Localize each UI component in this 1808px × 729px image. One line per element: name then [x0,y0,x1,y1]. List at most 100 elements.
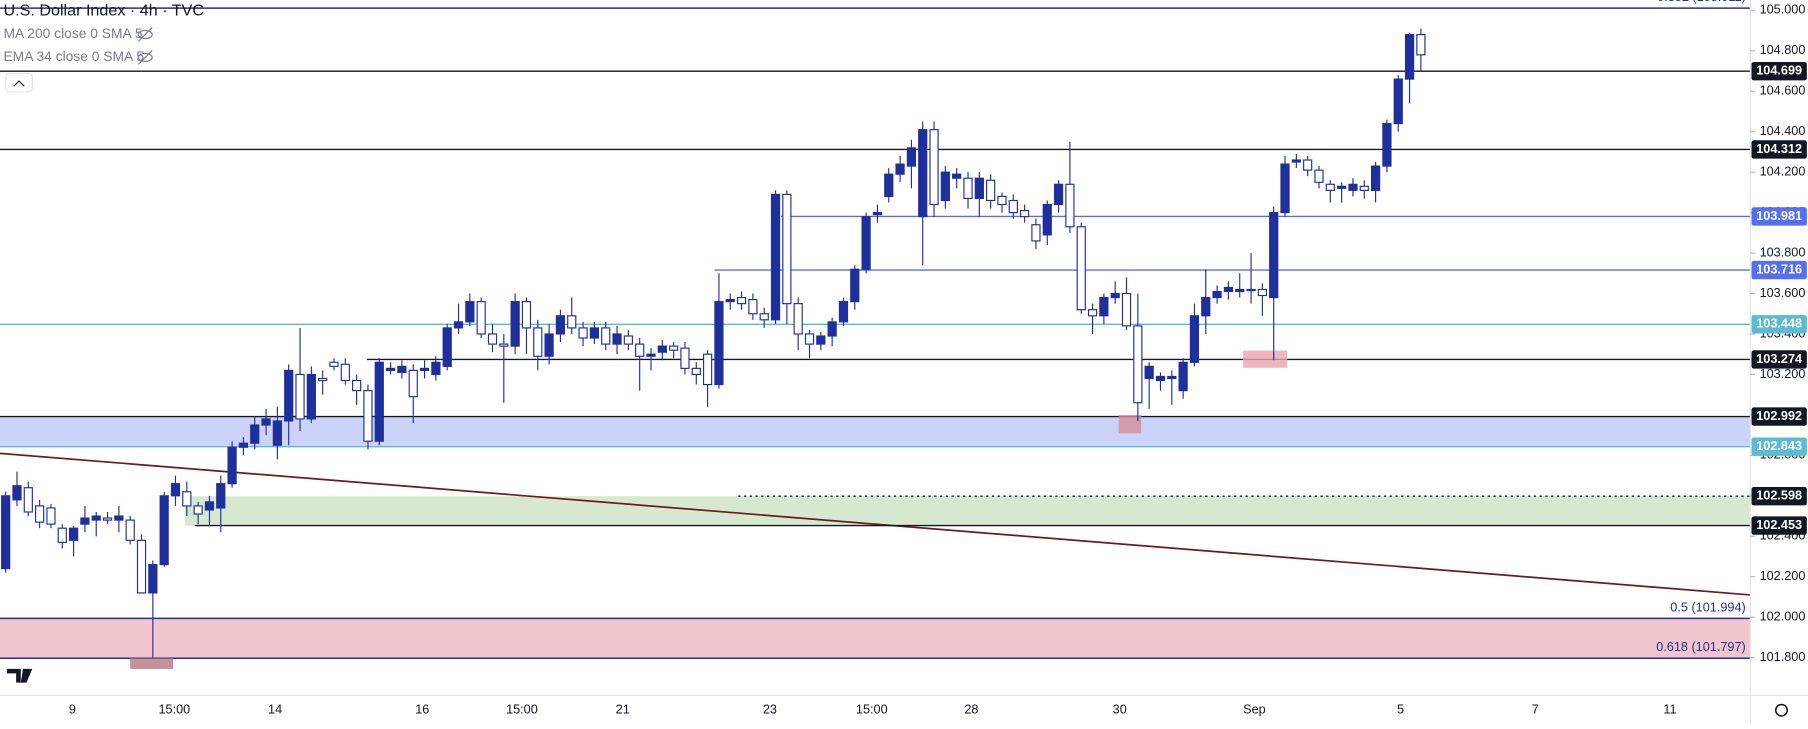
candle-body [974,177,984,200]
candle-body [612,333,622,345]
level-label-box [1751,407,1807,426]
candle-body [193,505,203,515]
candle-body [986,179,996,202]
candle-body [1020,210,1030,218]
candle-body [635,343,645,357]
level-label-box [1751,315,1807,334]
candle-body [680,347,690,369]
candle-body [487,333,498,345]
x-tick-label: 15:00 [158,703,190,717]
level-label-box [1751,260,1807,280]
level-label: 103.716 [1756,262,1802,276]
level-label: 103.448 [1756,317,1802,331]
candle-body [918,129,928,218]
candle-body [1189,315,1200,363]
candle-body [136,539,147,594]
level-label-box [1751,516,1807,535]
candle-body [623,335,633,345]
candle-body [544,333,554,357]
candle-body [125,519,135,541]
candle-body [306,373,316,420]
level-label: 103.981 [1756,209,1802,223]
candle-body [465,301,475,323]
level-label-box [1751,350,1807,369]
candle-body [499,343,509,347]
candle-body [770,193,781,321]
candle-body [782,193,792,305]
candle-body [861,216,871,270]
candle-body [1087,309,1098,317]
fib-label: 0.5 (101.994) [1670,600,1745,614]
level-label: 103.274 [1756,352,1802,366]
candle-body [906,147,917,167]
candle-body [702,353,713,386]
candle-body [170,483,181,497]
trendline [0,452,1751,596]
x-tick-label: 5 [1397,703,1404,717]
candle-body [1337,185,1347,189]
x-tick-label: 7 [1532,703,1539,717]
x-tick-label: 14 [268,703,282,717]
candle-body [204,501,215,511]
candle-body [1348,183,1358,191]
candle-body [567,315,577,329]
y-tick-label: 103.600 [1760,286,1806,300]
candle-body [1099,296,1109,317]
x-tick-label: 28 [964,703,978,717]
candle-body [1246,288,1256,292]
candle-body [1178,361,1188,392]
highlight [1118,414,1142,434]
candle-body [272,420,282,446]
x-tick-label: 23 [763,703,777,717]
candle-body [1404,34,1415,80]
candle-body [340,363,350,382]
level-label-box [1751,62,1807,81]
candle-body [46,507,56,525]
candle-body [1280,163,1290,214]
x-tick-label: Sep [1243,703,1266,717]
settings-icon[interactable] [1774,703,1788,717]
candle-body [827,321,837,337]
candle-body [669,345,679,351]
x-tick-label: 15:00 [856,703,888,717]
visibility-icon[interactable] [137,27,153,65]
logo [6,668,33,683]
candle-body [816,335,826,345]
candle-body [714,301,724,386]
level-label: 102.598 [1756,489,1802,503]
candle-body [284,369,294,422]
candle-body [1201,296,1211,317]
candle-body [159,495,169,566]
collapse-button[interactable] [5,72,33,93]
candle-body [250,424,260,444]
highlight [1243,350,1288,368]
candle-body [940,171,950,202]
zone [184,496,1751,526]
level-label-box [1751,207,1807,226]
candle-body [1144,365,1154,380]
candle-body [929,129,939,206]
candle-body [533,327,543,357]
fib-label: 0.382 (105.011) [1657,0,1746,4]
candle-body [1031,224,1041,242]
candle-body [578,327,588,339]
x-tick-label: 11 [1663,703,1676,717]
x-tick-label: 21 [616,703,630,717]
candle-body [442,327,452,367]
candle-body [838,301,849,323]
zone [0,618,1751,659]
candle-body [725,299,735,303]
collapse-icon [13,80,25,87]
candle-body [1314,169,1324,183]
candle-body [1359,185,1369,191]
candle-body [1110,292,1120,299]
candle-body [363,390,373,442]
candle-body [68,527,79,541]
candle-body [736,296,747,305]
candle-body [374,361,384,442]
candle-body [1393,78,1403,125]
candle-body [216,483,226,509]
candle-body [1076,226,1086,311]
candle-body [1133,325,1143,404]
